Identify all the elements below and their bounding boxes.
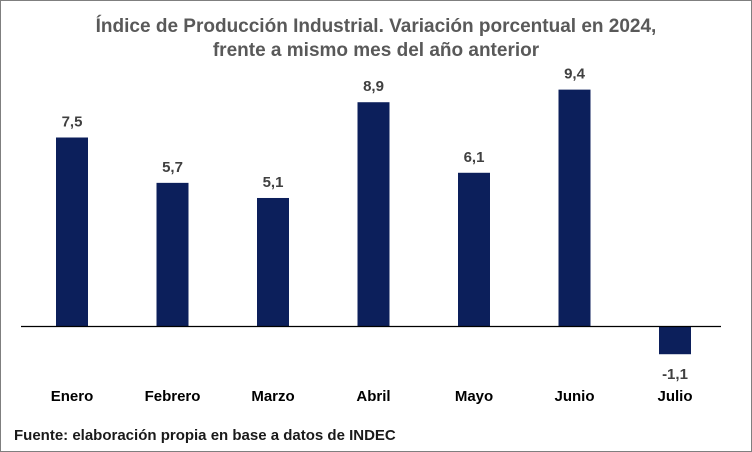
bar-abril [357,102,390,327]
category-label-junio: Junio [555,388,595,405]
category-label-mayo: Mayo [455,388,493,405]
bar-enero [56,137,88,327]
chart-title-line-1: Índice de Producción Industrial. Variaci… [95,16,657,37]
data-label-mayo: 6,1 [464,149,485,166]
bar-junio [558,89,591,327]
category-label-enero: Enero [51,388,94,405]
bar-mayo [458,172,490,327]
category-label-abril: Abril [356,388,390,405]
category-label-julio: Julio [657,388,692,405]
data-label-febrero: 5,7 [162,159,183,176]
labels-group: 7,5 Enero 5,7 Febrero 5,1 Marzo 8,9 Abril 6,1 May… [51,66,693,405]
category-label-febrero: Febrero [145,388,201,405]
data-label-junio: 9,4 [564,66,586,83]
source-note: Fuente: elaboración propia en base a dat… [14,427,396,444]
category-label-marzo: Marzo [251,388,294,405]
bar-marzo [257,197,289,327]
data-label-julio: -1,1 [662,366,688,383]
chart-title: Índice de Producción Industrial. Variaci… [1,15,751,63]
chart-title-line-2: frente a mismo mes del año anterior [212,40,540,61]
bar-julio [659,326,691,355]
bar-febrero [156,182,189,327]
data-label-marzo: 5,1 [263,174,284,191]
data-label-enero: 7,5 [62,114,83,131]
bars-group [56,89,691,355]
data-label-abril: 8,9 [363,78,384,95]
